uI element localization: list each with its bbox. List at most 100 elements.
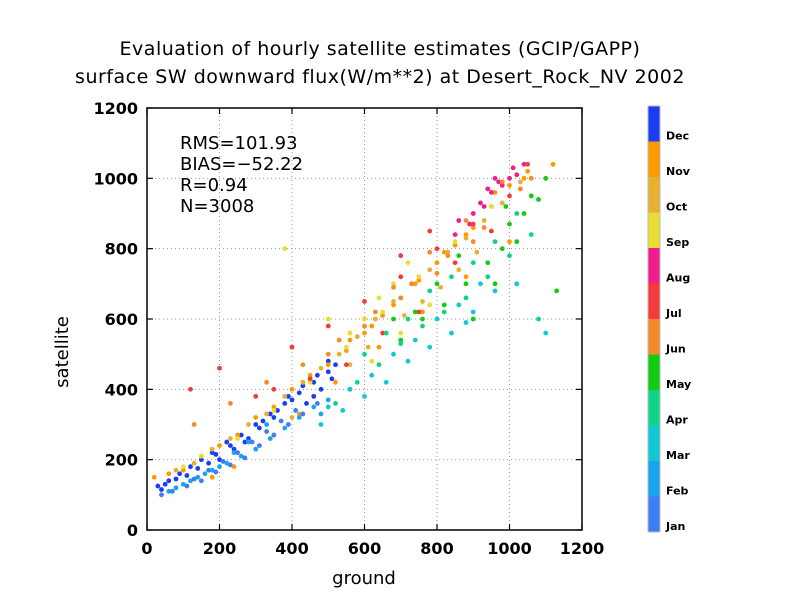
data-point-sep xyxy=(362,316,367,322)
data-point-jul xyxy=(434,246,440,252)
stat-line: R=0.94 xyxy=(180,175,248,196)
data-point-mar xyxy=(412,337,418,343)
data-point-dec xyxy=(209,450,215,456)
data-point-may xyxy=(420,316,425,322)
data-point-dec xyxy=(300,383,306,389)
data-point-dec xyxy=(282,401,288,406)
data-point-jan xyxy=(293,408,299,413)
legend-swatch-apr xyxy=(648,390,660,426)
data-point-feb xyxy=(318,411,324,417)
data-point-oct xyxy=(264,411,270,417)
data-point-jan xyxy=(314,401,320,406)
data-point-feb xyxy=(209,467,215,473)
data-point-nov xyxy=(452,242,458,248)
data-point-may xyxy=(536,197,541,202)
data-point-oct xyxy=(517,179,523,185)
data-point-dec xyxy=(246,436,251,441)
stat-line: RMS=101.93 xyxy=(180,133,298,154)
data-point-jul xyxy=(362,299,367,304)
data-point-oct xyxy=(499,200,505,206)
data-point-oct xyxy=(347,362,353,368)
data-point-dec xyxy=(329,376,335,382)
data-point-nov xyxy=(441,249,447,255)
data-point-may xyxy=(528,193,534,199)
data-point-dec xyxy=(231,446,237,452)
data-point-jul xyxy=(253,393,259,399)
x-tick-label: 400 xyxy=(275,539,308,558)
data-point-dec xyxy=(253,422,259,427)
data-point-dec xyxy=(242,439,248,445)
legend-label-apr: Apr xyxy=(666,414,688,427)
data-point-aug xyxy=(481,204,487,209)
data-point-oct xyxy=(427,267,433,273)
chart-title: Evaluation of hourly satellite estimates… xyxy=(119,38,641,60)
data-point-may xyxy=(463,281,469,287)
data-point-dec xyxy=(227,443,233,448)
data-point-jul xyxy=(398,274,404,280)
data-point-oct xyxy=(209,446,215,452)
data-point-nov xyxy=(307,372,313,378)
data-point-jan xyxy=(242,455,248,461)
data-point-dec xyxy=(206,460,212,466)
data-point-feb xyxy=(202,471,208,477)
data-point-oct xyxy=(227,436,233,441)
data-point-dec xyxy=(198,457,204,463)
x-tick-label: 0 xyxy=(141,539,152,558)
data-point-dec xyxy=(177,471,183,477)
data-point-feb xyxy=(224,460,230,466)
data-point-jun xyxy=(336,337,342,343)
data-point-oct xyxy=(456,267,462,273)
data-point-may xyxy=(470,316,476,322)
data-point-sep xyxy=(271,408,277,413)
data-point-jun xyxy=(398,295,404,301)
data-point-nov xyxy=(463,274,469,280)
data-point-mar xyxy=(478,281,483,287)
data-point-jun xyxy=(427,249,433,255)
data-point-dec xyxy=(173,476,179,482)
data-point-dec xyxy=(256,425,262,431)
data-point-apr xyxy=(528,232,534,238)
legend-swatch-dec xyxy=(648,106,660,142)
data-point-dec xyxy=(333,362,338,368)
axis-ticks: 0 200 400 600 800 1000 1200 0 200 400 600 800 1000 12… xyxy=(93,99,604,558)
data-point-nov xyxy=(325,362,331,368)
data-point-dec xyxy=(311,393,317,399)
legend-label-sep: Sep xyxy=(666,236,689,249)
data-point-apr xyxy=(449,274,454,280)
data-point-jul xyxy=(427,228,433,234)
data-point-dec xyxy=(271,415,277,420)
data-point-feb xyxy=(188,478,193,484)
data-point-aug xyxy=(485,186,491,192)
data-point-may xyxy=(499,246,505,252)
data-point-jan xyxy=(235,450,241,456)
data-point-jan xyxy=(191,476,197,482)
data-point-jul xyxy=(416,309,422,315)
data-point-jan xyxy=(169,488,175,494)
data-point-may xyxy=(485,260,491,266)
data-point-jan xyxy=(256,443,262,448)
data-point-sep xyxy=(235,436,241,441)
legend-label-jun: Jun xyxy=(665,343,686,356)
data-point-nov xyxy=(420,309,425,315)
data-point-nov xyxy=(434,260,440,266)
data-point-jun xyxy=(463,218,469,223)
legend-label-jan: Jan xyxy=(665,520,685,533)
data-point-jun xyxy=(372,309,378,315)
legend-label-may: May xyxy=(666,378,691,391)
data-point-sep xyxy=(369,358,375,364)
data-point-jul xyxy=(398,253,404,259)
data-point-dec xyxy=(325,358,331,364)
data-point-jul xyxy=(380,330,386,336)
data-point-aug xyxy=(499,182,505,188)
data-point-nov xyxy=(376,344,382,350)
data-point-feb xyxy=(311,404,317,410)
data-point-jul xyxy=(343,362,349,368)
y-tick-label: 600 xyxy=(105,310,138,329)
data-point-may xyxy=(412,309,418,315)
data-point-jul xyxy=(307,376,313,382)
data-point-nov xyxy=(380,313,386,318)
data-point-jan xyxy=(220,459,226,464)
data-point-dec xyxy=(188,464,193,470)
